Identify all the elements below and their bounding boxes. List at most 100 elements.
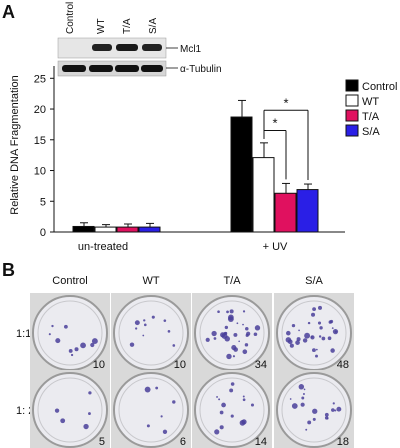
y-axis-title: Relative DNA Fragmentation	[9, 75, 21, 214]
colony-dot	[242, 323, 244, 326]
colony-dot	[223, 331, 227, 336]
colony-dot	[331, 408, 335, 412]
blot-band	[62, 65, 86, 72]
colony-dot	[90, 342, 95, 348]
colony-dot	[219, 410, 224, 415]
colony-dot	[211, 330, 217, 337]
bar	[274, 192, 297, 233]
blot-lane-label: T/A	[122, 18, 133, 34]
colony-dot	[217, 310, 220, 314]
blot-band	[89, 65, 113, 72]
colony-dot	[242, 398, 246, 402]
colony-column-label: WT	[142, 275, 159, 287]
colony-dot	[88, 391, 92, 395]
colony-dot	[172, 344, 176, 347]
colony-dot	[163, 319, 167, 322]
colony-dot	[291, 323, 296, 328]
colony-dot	[70, 353, 74, 357]
colony-dot	[155, 386, 159, 390]
colony-dot	[310, 335, 313, 338]
colony-dot	[304, 332, 311, 339]
colony-dot	[298, 384, 305, 390]
colony-dot	[244, 343, 249, 347]
legend-swatch	[345, 124, 359, 137]
colony-dot	[307, 321, 311, 325]
colony-dot	[146, 424, 150, 428]
blot-band	[92, 44, 112, 51]
colony-dot	[226, 310, 229, 314]
colony-dot	[218, 398, 221, 401]
colony-dot	[135, 327, 138, 330]
colony-dot	[74, 347, 79, 352]
bar	[94, 226, 117, 233]
x-category-label: un-treated	[78, 241, 128, 253]
colony-dot	[60, 418, 66, 424]
y-tick-label: 25	[34, 73, 46, 85]
colony-dot	[172, 400, 176, 404]
colony-dot	[318, 335, 322, 338]
bar-series	[72, 99, 319, 233]
bar	[252, 157, 275, 233]
colony-dot	[307, 420, 312, 425]
petri-dish	[32, 372, 108, 448]
colony-count: 14	[255, 436, 267, 448]
legend-label: Control	[362, 81, 397, 93]
colony-dot	[230, 382, 235, 386]
western-blot: Control WT T/A S/A Mcl1 α-Tubulin	[57, 2, 222, 77]
colony-count: 5	[99, 436, 105, 448]
colony-dot	[55, 338, 61, 344]
blot-band	[142, 44, 162, 51]
colony-dot	[83, 423, 89, 430]
colony-dot	[324, 412, 329, 417]
colony-dot	[143, 319, 146, 322]
colony-dot	[144, 386, 151, 393]
colony-dot	[317, 305, 322, 310]
y-tick-label: 0	[40, 227, 46, 239]
colony-dot	[291, 403, 298, 409]
legend-label: WT	[362, 96, 379, 108]
bar	[296, 189, 319, 233]
colony-dot	[305, 428, 308, 431]
bar	[116, 226, 139, 233]
petri-dish-rim	[37, 300, 103, 366]
colony-dot	[228, 314, 234, 321]
colony-dot	[250, 403, 254, 407]
colony-dot	[231, 345, 237, 351]
colony-assay: Control WT T/A S/A1:110 10 34 481: 2.55 6 14 18	[16, 275, 354, 448]
colony-dot	[287, 339, 293, 345]
colony-dot	[162, 429, 168, 434]
colony-dot	[301, 396, 305, 400]
colony-dot	[229, 309, 234, 314]
colony-dot	[167, 330, 171, 333]
colony-dot	[80, 342, 86, 349]
significance-brackets: **	[263, 95, 309, 181]
y-tick-label: 5	[40, 196, 46, 208]
blot-lane-label: S/A	[148, 18, 159, 34]
colony-dot	[213, 337, 217, 340]
colony-dot	[289, 343, 294, 348]
blot-band	[115, 65, 139, 72]
colony-dot	[239, 420, 246, 426]
colony-dot	[242, 395, 245, 398]
colony-dot	[214, 429, 220, 435]
colony-dot	[317, 321, 322, 325]
colony-count: 10	[174, 359, 186, 371]
petri-dish-rim	[281, 377, 347, 443]
y-tick-label: 20	[34, 104, 46, 116]
colony-dot	[334, 409, 337, 412]
colony-dot	[334, 330, 338, 333]
colony-dot	[327, 336, 332, 341]
colony-dot	[233, 332, 238, 337]
colony-dot	[129, 342, 135, 347]
colony-dot	[289, 398, 292, 400]
colony-dot	[312, 417, 316, 421]
colony-dot	[205, 337, 210, 342]
significance-star: *	[272, 116, 277, 131]
colony-dot	[238, 340, 240, 343]
colony-count: 48	[337, 359, 349, 371]
bar	[230, 116, 253, 233]
colony-column-label: T/A	[223, 275, 241, 287]
colony-dot	[242, 310, 246, 313]
